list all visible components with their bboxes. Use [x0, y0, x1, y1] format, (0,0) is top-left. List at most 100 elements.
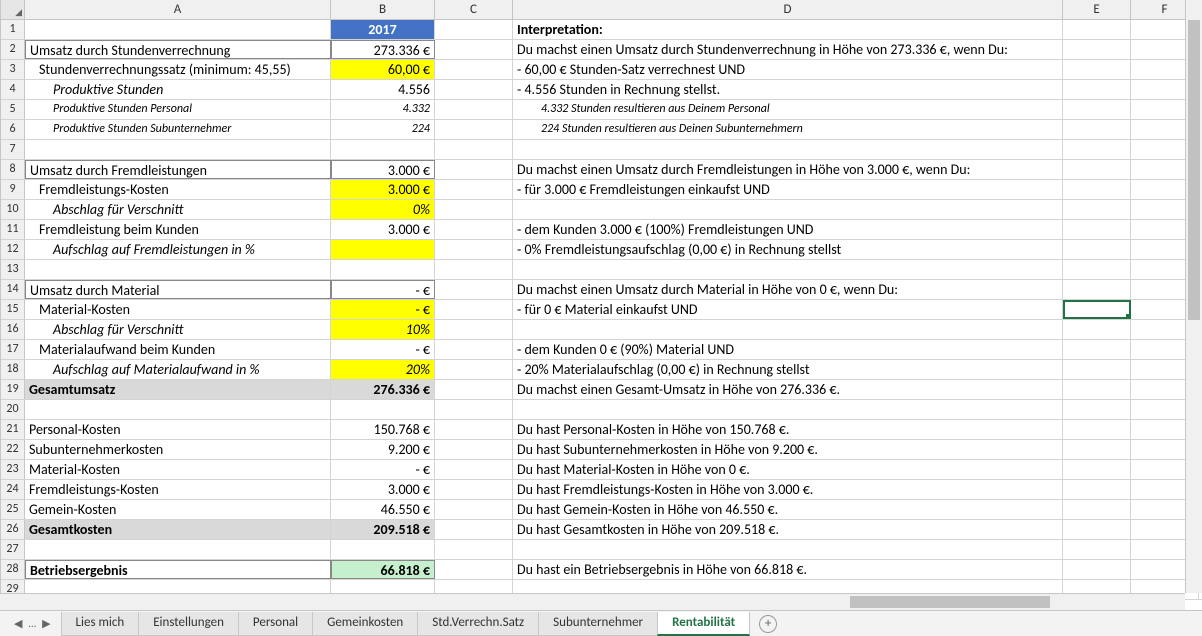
row-header-1[interactable]: 1 — [1, 20, 25, 39]
cell-E18[interactable] — [1063, 360, 1131, 379]
cell-E16[interactable] — [1063, 320, 1131, 339]
row-header-13[interactable]: 13 — [1, 260, 25, 279]
cell-A1[interactable] — [25, 20, 331, 39]
cell-A23[interactable]: Material-Kosten — [25, 460, 331, 479]
sheet-tab-personal[interactable]: Personal — [238, 612, 313, 636]
cell-D11[interactable]: - dem Kunden 3.000 € (100%) Fremdleistun… — [513, 220, 1063, 239]
row-header-19[interactable]: 19 — [1, 380, 25, 399]
cell-A9[interactable]: Fremdleistungs-Kosten — [25, 180, 331, 199]
cell-B13[interactable] — [331, 260, 435, 279]
cell-D21[interactable]: Du hast Personal-Kosten in Höhe von 150.… — [513, 420, 1063, 439]
row-header-18[interactable]: 18 — [1, 360, 25, 379]
cell-D28[interactable]: Du hast ein Betriebsergebnis in Höhe von… — [513, 560, 1063, 579]
cell-C16[interactable] — [435, 320, 513, 339]
cell-D18[interactable]: - 20% Materialaufschlag (0,00 €) in Rech… — [513, 360, 1063, 379]
row-header-22[interactable]: 22 — [1, 440, 25, 459]
cell-C21[interactable] — [435, 420, 513, 439]
cell-A8[interactable]: Umsatz durch Fremdleistungen — [25, 160, 331, 179]
row-header-24[interactable]: 24 — [1, 480, 25, 499]
row-header-26[interactable]: 26 — [1, 520, 25, 539]
cell-C15[interactable] — [435, 300, 513, 319]
cell-B22[interactable]: 9.200 € — [331, 440, 435, 459]
cell-E24[interactable] — [1063, 480, 1131, 499]
row-header-16[interactable]: 16 — [1, 320, 25, 339]
cell-A2[interactable]: Umsatz durch Stundenverrechnung — [25, 40, 331, 59]
cell-D4[interactable]: - 4.556 Stunden in Rechnung stellst. — [513, 80, 1063, 99]
row-header-21[interactable]: 21 — [1, 420, 25, 439]
vertical-scrollbar[interactable] — [1185, 0, 1202, 593]
row-header-27[interactable]: 27 — [1, 540, 25, 559]
row-header-28[interactable]: 28 — [1, 560, 25, 579]
cell-B15[interactable]: - € — [331, 300, 435, 319]
cell-B19[interactable]: 276.336 € — [331, 380, 435, 399]
row-header-4[interactable]: 4 — [1, 80, 25, 99]
cell-A7[interactable] — [25, 140, 331, 159]
cell-A26[interactable]: Gesamtkosten — [25, 520, 331, 539]
cell-C4[interactable] — [435, 80, 513, 99]
row-header-14[interactable]: 14 — [1, 280, 25, 299]
cell-B8[interactable]: 3.000 € — [331, 160, 435, 179]
cell-E23[interactable] — [1063, 460, 1131, 479]
cell-D6[interactable]: 224 Stunden resultieren aus Deinen Subun… — [513, 120, 1063, 139]
cell-A13[interactable] — [25, 260, 331, 279]
cell-C22[interactable] — [435, 440, 513, 459]
cell-B4[interactable]: 4.556 — [331, 80, 435, 99]
cell-B12[interactable] — [331, 240, 435, 259]
cell-D3[interactable]: - 60,00 € Stunden-Satz verrechnest UND — [513, 60, 1063, 79]
cell-D12[interactable]: - 0% Fremdleistungsaufschlag (0,00 €) in… — [513, 240, 1063, 259]
cell-C10[interactable] — [435, 200, 513, 219]
row-header-5[interactable]: 5 — [1, 100, 25, 119]
cell-E11[interactable] — [1063, 220, 1131, 239]
cell-B20[interactable] — [331, 400, 435, 419]
cell-E22[interactable] — [1063, 440, 1131, 459]
cell-A14[interactable]: Umsatz durch Material — [25, 280, 331, 299]
cell-D13[interactable] — [513, 260, 1063, 279]
cell-E27[interactable] — [1063, 540, 1131, 559]
cell-B16[interactable]: 10% — [331, 320, 435, 339]
cell-D10[interactable] — [513, 200, 1063, 219]
cell-D27[interactable] — [513, 540, 1063, 559]
cell-A10[interactable]: Abschlag für Verschnitt — [25, 200, 331, 219]
cell-C8[interactable] — [435, 160, 513, 179]
sheet-tab-gemeinkosten[interactable]: Gemeinkosten — [312, 612, 418, 636]
column-header-C[interactable]: C — [435, 0, 513, 19]
cell-A15[interactable]: Material-Kosten — [25, 300, 331, 319]
sheet-tab-subunternehmer[interactable]: Subunternehmer — [538, 612, 658, 636]
cell-C1[interactable] — [435, 20, 513, 39]
cell-A21[interactable]: Personal-Kosten — [25, 420, 331, 439]
column-header-A[interactable]: A — [25, 0, 331, 19]
cell-C14[interactable] — [435, 280, 513, 299]
cell-E28[interactable] — [1063, 560, 1131, 579]
cell-C6[interactable] — [435, 120, 513, 139]
row-header-9[interactable]: 9 — [1, 180, 25, 199]
sheet-tab-einstellungen[interactable]: Einstellungen — [138, 612, 239, 636]
cell-B18[interactable]: 20% — [331, 360, 435, 379]
cell-E19[interactable] — [1063, 380, 1131, 399]
cell-C24[interactable] — [435, 480, 513, 499]
cell-E26[interactable] — [1063, 520, 1131, 539]
horizontal-scrollbar[interactable] — [0, 593, 1185, 610]
cell-C20[interactable] — [435, 400, 513, 419]
cell-D1[interactable]: Interpretation: — [513, 20, 1063, 39]
row-header-7[interactable]: 7 — [1, 140, 25, 159]
cell-B14[interactable]: - € — [331, 280, 435, 299]
cell-D22[interactable]: Du hast Subunternehmerkosten in Höhe von… — [513, 440, 1063, 459]
cell-C3[interactable] — [435, 60, 513, 79]
cell-B2[interactable]: 273.336 € — [331, 40, 435, 59]
cell-C23[interactable] — [435, 460, 513, 479]
cell-E4[interactable] — [1063, 80, 1131, 99]
add-sheet-button[interactable]: + — [759, 615, 777, 633]
cell-E13[interactable] — [1063, 260, 1131, 279]
cell-A3[interactable]: Stundenverrechnungssatz (minimum: 45,55) — [25, 60, 331, 79]
cell-B5[interactable]: 4.332 — [331, 100, 435, 119]
cell-C25[interactable] — [435, 500, 513, 519]
cell-B25[interactable]: 46.550 € — [331, 500, 435, 519]
cell-C18[interactable] — [435, 360, 513, 379]
cell-A18[interactable]: Aufschlag auf Materialaufwand in % — [25, 360, 331, 379]
cell-B1[interactable]: 2017 — [331, 20, 435, 39]
cell-A12[interactable]: Aufschlag auf Fremdleistungen in % — [25, 240, 331, 259]
cell-D25[interactable]: Du hast Gemein-Kosten in Höhe von 46.550… — [513, 500, 1063, 519]
cell-C7[interactable] — [435, 140, 513, 159]
cell-D8[interactable]: Du machst einen Umsatz durch Fremdleistu… — [513, 160, 1063, 179]
cell-B7[interactable] — [331, 140, 435, 159]
